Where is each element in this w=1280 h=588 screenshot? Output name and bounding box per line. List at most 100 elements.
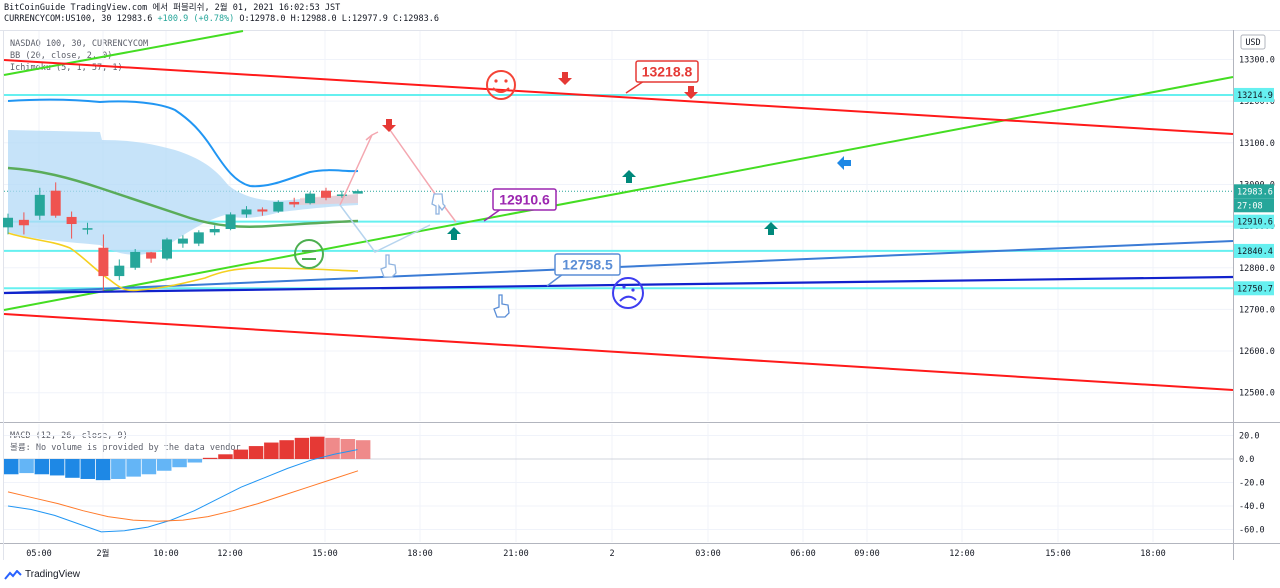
macd-histogram-bar xyxy=(233,449,248,459)
neutral-face-icon xyxy=(294,239,324,269)
macd-signal-line xyxy=(7,470,359,522)
time-tick-label: 09:00 xyxy=(854,549,880,559)
green-upper-trendline xyxy=(3,30,244,76)
macd-histogram-bar xyxy=(248,446,264,459)
macd-tick-label: -40.0 xyxy=(1239,502,1265,512)
sad-face-mouth xyxy=(619,295,637,302)
price-tick-label: 12500.0 xyxy=(1239,389,1275,399)
cloud-area xyxy=(8,130,358,255)
indicator-legend: NASDAQ 100, 30, CURRENCYCOM BB (20, clos… xyxy=(10,38,148,74)
price-label: 13214.9 xyxy=(1237,91,1273,101)
time-tick-label: 15:00 xyxy=(312,549,338,559)
candle-body xyxy=(193,232,204,244)
price-axis: 13300.013200.013100.013000.012900.012800… xyxy=(1239,34,1275,536)
ichimoku-baseline xyxy=(7,166,359,228)
price-callout-12758-pointer xyxy=(546,273,564,287)
price-tick-label: 12800.0 xyxy=(1239,264,1275,274)
pointing-hand-icon xyxy=(431,193,446,215)
symbol-price: CURRENCYCOM:US100, 30 12983.6 xyxy=(4,14,153,24)
price-tick-label: 13100.0 xyxy=(1239,139,1275,149)
candle-body xyxy=(66,216,77,225)
indicator-lines xyxy=(7,98,359,292)
macd-histogram-bar xyxy=(141,459,157,475)
macd-tick-label: 0.0 xyxy=(1239,455,1254,465)
tradingview-logo[interactable]: TradingView xyxy=(4,569,80,580)
currency-button[interactable]: USD xyxy=(1245,38,1260,48)
time-tick-label: 21:00 xyxy=(503,549,529,559)
candle-body xyxy=(146,252,157,259)
time-tick-label: 06:00 xyxy=(790,549,816,559)
candle-body xyxy=(162,239,172,259)
sad-face-icon xyxy=(612,277,644,309)
macd-histogram-bar xyxy=(172,459,187,468)
price-label: 12910.6 xyxy=(1237,218,1273,228)
symbol-line: CURRENCYCOM:US100, 30 12983.6 +100.9 (+0… xyxy=(4,14,439,25)
macd-histogram-bar xyxy=(157,459,172,471)
candle-body xyxy=(336,194,347,196)
time-tick-label: 12:00 xyxy=(217,549,243,559)
red-lower-trendline xyxy=(3,313,1234,391)
price-label-box xyxy=(1234,184,1274,199)
time-tick-label: 2월 xyxy=(97,548,110,559)
candle-body xyxy=(82,228,93,230)
price-label: 12750.7 xyxy=(1237,284,1273,294)
macd-histogram-bar xyxy=(34,459,50,475)
time-tick-label: 18:00 xyxy=(1140,549,1166,559)
buy-arrow-icon xyxy=(447,227,461,240)
bb-indicator-label[interactable]: BB (20, close, 2, 0) xyxy=(10,51,113,61)
main-series-label[interactable]: NASDAQ 100, 30, CURRENCYCOM xyxy=(10,39,149,49)
macd-histogram-bar xyxy=(218,454,233,459)
price-callout-12910: 12910.6 xyxy=(499,192,550,208)
candles xyxy=(3,182,363,291)
buy-arrow-icon xyxy=(622,170,636,183)
trend-lines xyxy=(3,30,1234,391)
candle-body xyxy=(177,238,188,244)
tradingview-logo-icon xyxy=(4,569,22,580)
candle-body xyxy=(50,190,61,216)
macd-histogram-bar xyxy=(310,436,325,459)
macd-histogram-bar xyxy=(19,459,34,474)
time-tick-label: 12:00 xyxy=(949,549,975,559)
macd-histogram-bar xyxy=(49,459,65,476)
macd-histogram-bar xyxy=(264,442,279,459)
candle-body xyxy=(114,265,125,277)
sell-arrow-icon xyxy=(558,72,572,85)
brand-label: TradingView xyxy=(25,569,81,580)
pointing-hand-icon xyxy=(493,294,510,318)
price-label-box xyxy=(1234,281,1274,296)
candle-body xyxy=(34,194,45,216)
macd-histogram-bar xyxy=(279,440,294,459)
macd-histogram-bar xyxy=(355,440,371,459)
price-label-box xyxy=(1234,87,1274,102)
price-label-box xyxy=(1234,214,1274,229)
price-callout-12910-pointer xyxy=(483,208,502,222)
macd-tick-label: -60.0 xyxy=(1239,526,1265,536)
time-axis: 05:00 2월 10:00 12:00 15:00 18:00 21:00 2 03:00 06… xyxy=(26,548,1166,559)
price-tick-label: 13300.0 xyxy=(1239,56,1275,66)
macd-histogram-bar xyxy=(111,459,126,479)
macd-histogram-bar xyxy=(80,459,95,479)
macd-histogram-bar xyxy=(4,459,19,475)
bb-upper-line xyxy=(7,98,359,188)
left-arrow-icon xyxy=(837,156,851,170)
price-change: +100.9 (+0.78%) xyxy=(157,14,235,24)
candle-body xyxy=(289,201,300,205)
macd-histogram-bar xyxy=(126,459,141,477)
price-callout-13218-box xyxy=(635,60,699,83)
macd-histogram-bar xyxy=(340,439,356,459)
candle-body xyxy=(241,209,252,215)
ichimoku-indicator-label[interactable]: Ichimoku (5, 1, 57, 1) xyxy=(10,63,123,73)
pane-dividers xyxy=(0,30,1280,560)
time-tick-label: 15:00 xyxy=(1045,549,1071,559)
time-tick-label: 2 xyxy=(609,549,614,559)
price-callout-12910-box xyxy=(492,188,557,211)
price-tick-label: 12600.0 xyxy=(1239,347,1275,357)
price-tick-label: 13200.0 xyxy=(1239,97,1275,107)
candle-body xyxy=(305,193,316,204)
sad-face-eye xyxy=(631,288,635,292)
candle-body xyxy=(209,229,220,233)
macd-pane xyxy=(4,436,1233,533)
macd-tick-label: 20.0 xyxy=(1239,432,1259,442)
candle-body xyxy=(225,214,236,230)
